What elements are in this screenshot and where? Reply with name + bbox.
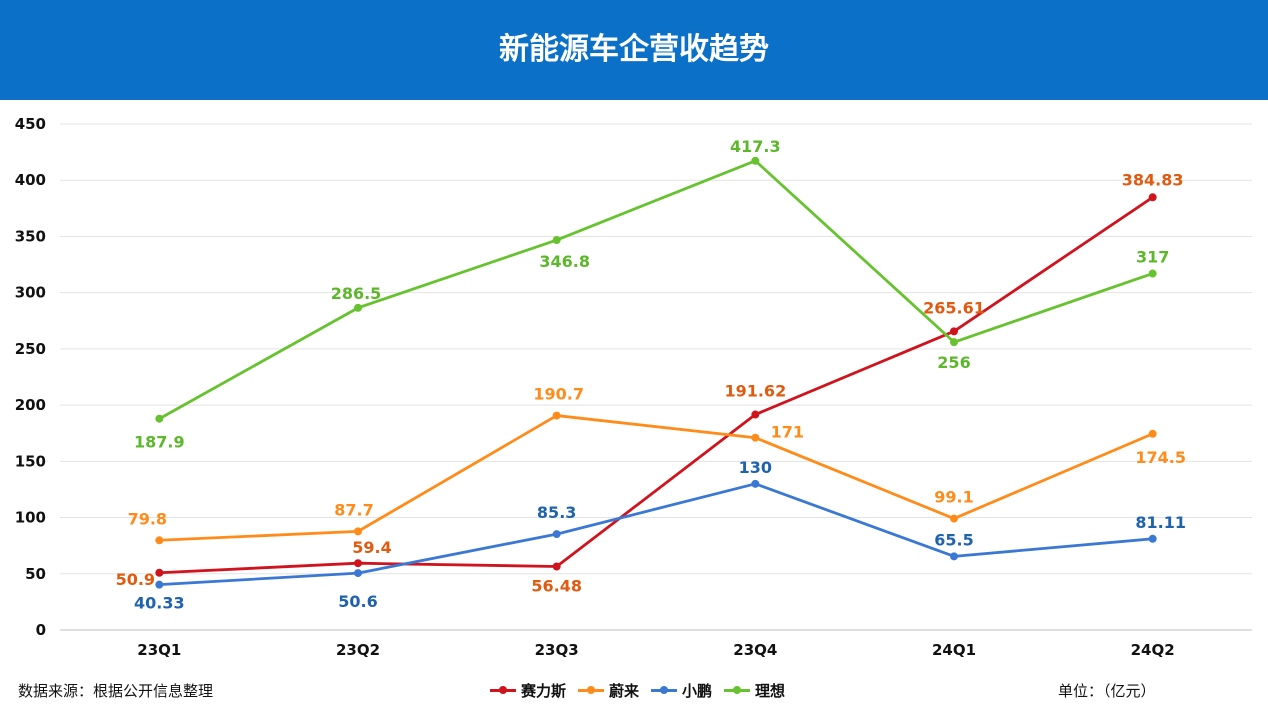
- data-point: [950, 338, 958, 347]
- data-point: [354, 303, 362, 312]
- data-point: [155, 536, 164, 545]
- data-point: [155, 568, 164, 577]
- data-label: 190.7: [533, 385, 584, 404]
- data-label: 171: [771, 423, 804, 442]
- legend-item: 小鹏: [651, 680, 712, 701]
- data-label: 130: [739, 458, 772, 477]
- data-point: [950, 327, 958, 336]
- x-tick-label: 23Q4: [733, 641, 777, 659]
- data-label: 50.6: [338, 592, 377, 611]
- data-point: [751, 479, 760, 488]
- data-point: [751, 433, 760, 442]
- series-line: [158, 159, 1154, 420]
- unit-note: 单位：（亿元）: [1058, 682, 1156, 700]
- data-label: 346.8: [539, 252, 590, 271]
- data-label: 85.3: [537, 503, 576, 522]
- data-point: [751, 156, 760, 165]
- y-tick-label: 300: [15, 284, 46, 302]
- data-point: [155, 414, 164, 423]
- line-chart: 0 50 100 150 200 250 300 350 400 450 23Q1 23Q2 23Q3 2…: [15, 115, 1252, 659]
- legend-item: 蔚来: [578, 680, 639, 701]
- y-tick-label: 250: [15, 340, 46, 358]
- data-label: 256: [937, 353, 970, 372]
- legend-swatch: [651, 685, 678, 694]
- data-point: [552, 411, 561, 420]
- data-label: 191.62: [724, 382, 786, 401]
- data-label: 187.9: [134, 433, 185, 452]
- x-tick-label: 24Q1: [932, 641, 976, 659]
- y-tick-label: 450: [15, 115, 46, 133]
- y-tick-label: 100: [15, 509, 46, 527]
- legend-label: 蔚来: [609, 681, 640, 700]
- legend-item: 理想: [724, 680, 785, 701]
- data-label: 79.8: [128, 509, 167, 528]
- data-point: [1148, 269, 1157, 278]
- series-line: [159, 482, 1153, 587]
- data-label: 417.3: [730, 137, 781, 156]
- data-point: [552, 562, 561, 571]
- data-point: [950, 552, 958, 561]
- data-point: [1148, 429, 1157, 438]
- data-label: 50.9: [116, 570, 155, 589]
- data-point: [354, 569, 362, 578]
- data-point: [1148, 534, 1157, 543]
- data-label: 40.33: [134, 594, 185, 613]
- y-tick-label: 0: [36, 621, 46, 639]
- legend-item: 赛力斯: [490, 680, 566, 701]
- legend-swatch: [724, 685, 751, 694]
- data-source-note: 数据来源：根据公开信息整理: [18, 682, 214, 700]
- y-tick-label: 400: [15, 171, 46, 189]
- data-point: [354, 559, 362, 568]
- data-label: 99.1: [934, 488, 973, 507]
- legend-label: 赛力斯: [521, 681, 567, 700]
- x-tick-label: 23Q3: [535, 641, 579, 659]
- data-point: [1148, 193, 1157, 202]
- legend-swatch: [490, 685, 516, 694]
- legend-label: 小鹏: [682, 681, 713, 700]
- data-point: [751, 410, 760, 419]
- data-label: 81.11: [1135, 513, 1186, 532]
- data-label: 59.4: [352, 538, 391, 557]
- y-tick-label: 350: [15, 227, 46, 245]
- y-tick-label: 50: [25, 565, 46, 583]
- data-point: [950, 514, 958, 523]
- series-line: [159, 414, 1154, 542]
- data-point: [552, 236, 561, 245]
- data-label: 87.7: [334, 500, 373, 519]
- x-tick-label: 23Q2: [336, 641, 380, 659]
- y-tick-label: 150: [15, 452, 46, 470]
- legend-label: 理想: [755, 681, 786, 700]
- y-tick-label: 200: [15, 396, 46, 414]
- data-label: 174.5: [1135, 448, 1186, 467]
- data-label: 265.61: [923, 298, 985, 317]
- data-label: 65.5: [934, 530, 973, 549]
- legend-swatch: [578, 685, 605, 694]
- data-point: [155, 580, 164, 589]
- data-label: 384.83: [1122, 170, 1184, 189]
- header-bar: [0, 0, 1268, 100]
- data-point: [354, 527, 362, 536]
- series-line: [159, 196, 1154, 575]
- chart-title: 新能源车企营收趋势: [499, 32, 769, 67]
- chart-legend: 赛力斯 蔚来 小鹏 理想: [490, 680, 785, 700]
- x-tick-label: 24Q2: [1131, 641, 1175, 659]
- x-tick-label: 23Q1: [137, 641, 181, 659]
- data-point: [552, 530, 561, 539]
- data-label: 317: [1136, 248, 1169, 267]
- data-label: 286.5: [331, 284, 382, 303]
- data-label: 56.48: [531, 576, 582, 595]
